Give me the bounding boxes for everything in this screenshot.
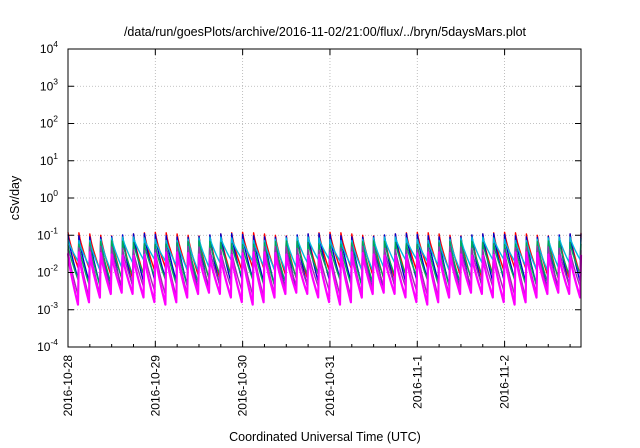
y-tick-label: 102 bbox=[40, 114, 58, 131]
y-axis-ticks: 104 103 102 101 100 10-1 10-2 10-3 10-4 bbox=[37, 39, 581, 354]
y-tick-label: 10-4 bbox=[37, 337, 58, 354]
y-tick-label: 104 bbox=[40, 39, 58, 56]
x-axis-label: Coordinated Universal Time (UTC) bbox=[229, 430, 421, 444]
y-tick-label: 10-2 bbox=[37, 263, 58, 280]
chart-title: /data/run/goesPlots/archive/2016-11-02/2… bbox=[124, 25, 527, 39]
x-tick-label: 2016-11-2 bbox=[498, 355, 512, 409]
y-tick-label: 100 bbox=[40, 188, 58, 205]
y-tick-label: 10-3 bbox=[37, 300, 58, 317]
x-tick-label: 2016-10-30 bbox=[236, 355, 250, 417]
x-tick-label: 2016-10-28 bbox=[61, 355, 75, 417]
x-tick-label: 2016-10-31 bbox=[323, 355, 337, 417]
y-tick-label: 10-1 bbox=[37, 225, 58, 242]
series-line bbox=[66, 251, 583, 306]
y-axis-label: cSv/day bbox=[8, 175, 22, 220]
x-tick-label: 2016-10-29 bbox=[148, 355, 162, 417]
y-tick-label: 103 bbox=[40, 76, 58, 93]
series-layer bbox=[66, 231, 583, 306]
series-line bbox=[67, 240, 582, 287]
x-tick-label: 2016-11-1 bbox=[410, 355, 424, 409]
y-tick-label: 101 bbox=[40, 151, 58, 168]
series-line bbox=[67, 236, 582, 272]
x-axis-ticks: 2016-10-28 2016-10-29 2016-10-30 2016-10-31… bbox=[61, 49, 571, 417]
